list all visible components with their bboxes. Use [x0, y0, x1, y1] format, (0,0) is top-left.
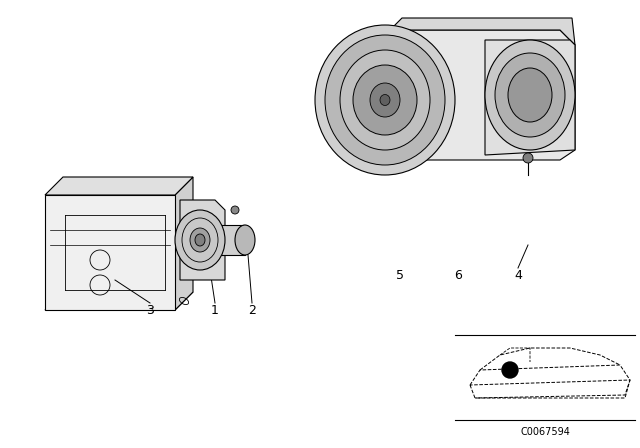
Ellipse shape: [231, 206, 239, 214]
Ellipse shape: [190, 228, 210, 252]
Ellipse shape: [175, 210, 225, 270]
Ellipse shape: [195, 234, 205, 246]
Ellipse shape: [485, 40, 575, 150]
Ellipse shape: [380, 95, 390, 105]
Text: 5: 5: [396, 268, 404, 281]
Ellipse shape: [370, 83, 400, 117]
Text: 1: 1: [211, 303, 219, 316]
Text: 6: 6: [454, 268, 462, 281]
Polygon shape: [390, 18, 575, 45]
Text: C0067594: C0067594: [520, 427, 570, 437]
Polygon shape: [180, 200, 225, 280]
Ellipse shape: [495, 53, 565, 137]
Ellipse shape: [523, 153, 533, 163]
Ellipse shape: [325, 35, 445, 165]
Ellipse shape: [235, 225, 255, 255]
Ellipse shape: [353, 65, 417, 135]
Polygon shape: [45, 195, 175, 310]
Polygon shape: [485, 40, 575, 155]
Polygon shape: [390, 30, 575, 160]
Text: 2: 2: [248, 303, 256, 316]
Ellipse shape: [340, 50, 430, 150]
Polygon shape: [215, 225, 245, 255]
Polygon shape: [45, 292, 193, 310]
Polygon shape: [45, 177, 193, 195]
Polygon shape: [175, 177, 193, 310]
Ellipse shape: [315, 25, 455, 175]
Text: 4: 4: [514, 268, 522, 281]
Circle shape: [502, 362, 518, 378]
Text: 3: 3: [146, 303, 154, 316]
Ellipse shape: [508, 68, 552, 122]
